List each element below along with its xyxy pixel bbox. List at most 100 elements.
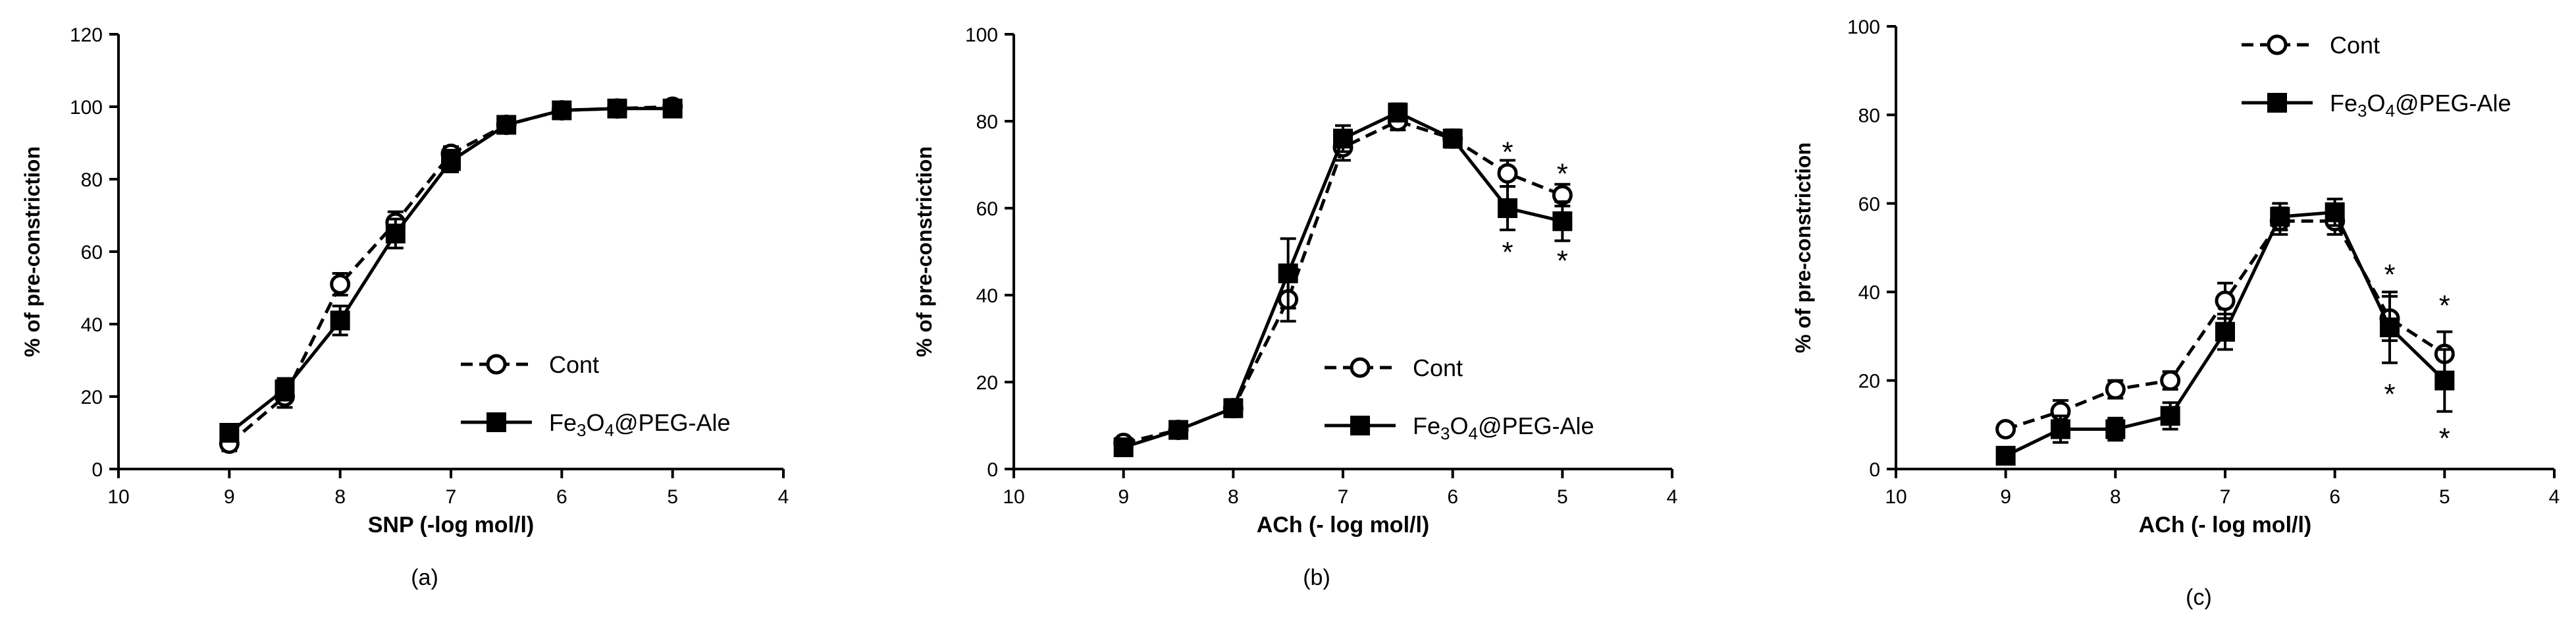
- data-point: [1113, 437, 1134, 457]
- legend-marker: [486, 412, 506, 432]
- y-tick-label: 100: [70, 97, 103, 119]
- data-point: [1333, 128, 1353, 149]
- significance-marker: *: [1502, 236, 1513, 268]
- data-point: [219, 423, 240, 443]
- series-cont: [1995, 206, 2455, 440]
- significance-marker: *: [2384, 259, 2395, 291]
- significance-marker: *: [1502, 136, 1513, 169]
- data-point: [496, 115, 517, 135]
- legend-marker: [1350, 416, 1370, 435]
- data-point: [2160, 406, 2180, 426]
- y-tick-label: 0: [92, 459, 103, 481]
- y-tick-label: 40: [81, 314, 103, 336]
- y-axis-label: % of pre-constriction: [1791, 142, 1815, 353]
- series-fe3o4-peg-ale: [1995, 198, 2455, 466]
- data-point: [1995, 419, 2016, 440]
- data-point: [330, 274, 351, 294]
- data-point: [1442, 128, 1463, 149]
- y-tick-label: 20: [976, 372, 998, 394]
- x-tick-label: 8: [1228, 486, 1239, 508]
- x-tick-label: 10: [1885, 486, 1906, 508]
- panel-label: (a): [411, 565, 438, 590]
- y-tick-label: 100: [965, 24, 998, 46]
- x-tick-label: 4: [1667, 486, 1678, 508]
- y-tick-label: 120: [70, 24, 103, 46]
- legend: Cont Fe3O4@PEG-Ale: [2242, 32, 2511, 121]
- x-tick-label: 8: [2110, 486, 2121, 508]
- x-tick-label: 9: [1118, 486, 1129, 508]
- x-axis-label: SNP (-log mol/l): [368, 512, 534, 538]
- x-tick-label: 6: [556, 486, 567, 508]
- x-tick-label: 7: [446, 486, 457, 508]
- data-point: [607, 98, 627, 119]
- data-point: [385, 223, 406, 244]
- panel-label: (b): [1303, 565, 1330, 590]
- data-point: [2051, 419, 2070, 439]
- x-tick-label: 10: [1003, 486, 1024, 508]
- legend: Cont Fe3O4@PEG-Ale: [1325, 354, 1594, 443]
- significance-marker: *: [1557, 245, 1568, 277]
- y-axis-label: % of pre-constriction: [912, 146, 936, 357]
- y-axis-label: % of pre-constriction: [20, 146, 44, 357]
- series-line: [1122, 111, 1563, 449]
- x-axis-label: ACh (- log mol/l): [2139, 512, 2312, 538]
- data-point: [2215, 321, 2235, 342]
- y-tick-label: 40: [1858, 282, 1880, 304]
- data-point: [1552, 211, 1573, 231]
- significance-marker: *: [2439, 290, 2450, 322]
- data-point: [2434, 370, 2455, 391]
- x-tick-label: 6: [1447, 486, 1458, 508]
- legend-label: Fe3O4@PEG-Ale: [1413, 412, 1594, 443]
- legend: Cont Fe3O4@PEG-Ale: [461, 351, 731, 440]
- chart-panel-2: 0 20 40 60 80 100 10 9 8 7 6 5 4 ACh (- log mol/l) % o…: [912, 24, 1677, 590]
- series-line: [1123, 119, 1564, 445]
- data-point: [1498, 198, 1517, 218]
- y-tick-label: 80: [81, 169, 103, 191]
- data-point: [552, 100, 572, 121]
- x-axis-label: ACh (- log mol/l): [1257, 512, 1430, 538]
- data-point: [2380, 317, 2400, 337]
- x-tick-label: 7: [2220, 486, 2231, 508]
- data-point: [2105, 419, 2126, 439]
- y-tick-label: 0: [1869, 459, 1880, 481]
- x-tick-label: 5: [667, 486, 678, 508]
- x-tick-label: 9: [224, 486, 235, 508]
- y-tick-label: 40: [976, 285, 998, 307]
- legend-marker: [486, 354, 507, 375]
- y-tick-label: 60: [1858, 194, 1880, 215]
- x-tick-label: 5: [2439, 486, 2450, 508]
- legend-label: Fe3O4@PEG-Ale: [2330, 90, 2511, 121]
- significance-marker: *: [2384, 378, 2395, 410]
- significance-marker: *: [1557, 158, 1568, 190]
- x-tick-label: 9: [2000, 486, 2011, 508]
- x-tick-label: 10: [107, 486, 129, 508]
- data-point: [275, 379, 295, 399]
- data-point: [2325, 202, 2345, 223]
- y-tick-label: 60: [81, 242, 103, 263]
- data-point: [2270, 206, 2290, 227]
- y-tick-label: 20: [1858, 371, 1880, 393]
- y-tick-label: 80: [1858, 105, 1880, 126]
- series-fe3o4-peg-ale: [219, 98, 683, 443]
- data-point: [1169, 420, 1188, 440]
- data-point: [1388, 102, 1408, 123]
- y-tick-label: 0: [987, 459, 998, 481]
- data-point: [2105, 379, 2126, 400]
- x-tick-label: 4: [2549, 486, 2560, 508]
- legend-marker: [1350, 357, 1371, 378]
- data-point: [2160, 370, 2181, 391]
- significance-marker: *: [2439, 422, 2450, 455]
- x-tick-label: 6: [2329, 486, 2340, 508]
- data-point: [1278, 263, 1298, 283]
- y-tick-label: 100: [1847, 16, 1880, 38]
- x-tick-label: 8: [334, 486, 346, 508]
- legend-marker: [2267, 34, 2288, 55]
- data-point: [1995, 445, 2016, 466]
- legend-label: Cont: [549, 351, 599, 378]
- chart-panel-3: 0 20 40 60 80 100 10 9 8 7 6 5 4 ACh (- log mol/l) % o…: [1791, 16, 2560, 610]
- x-tick-label: 5: [1557, 486, 1568, 508]
- x-tick-label: 7: [1338, 486, 1349, 508]
- y-tick-label: 20: [81, 387, 103, 408]
- legend-label: Cont: [1413, 354, 1463, 381]
